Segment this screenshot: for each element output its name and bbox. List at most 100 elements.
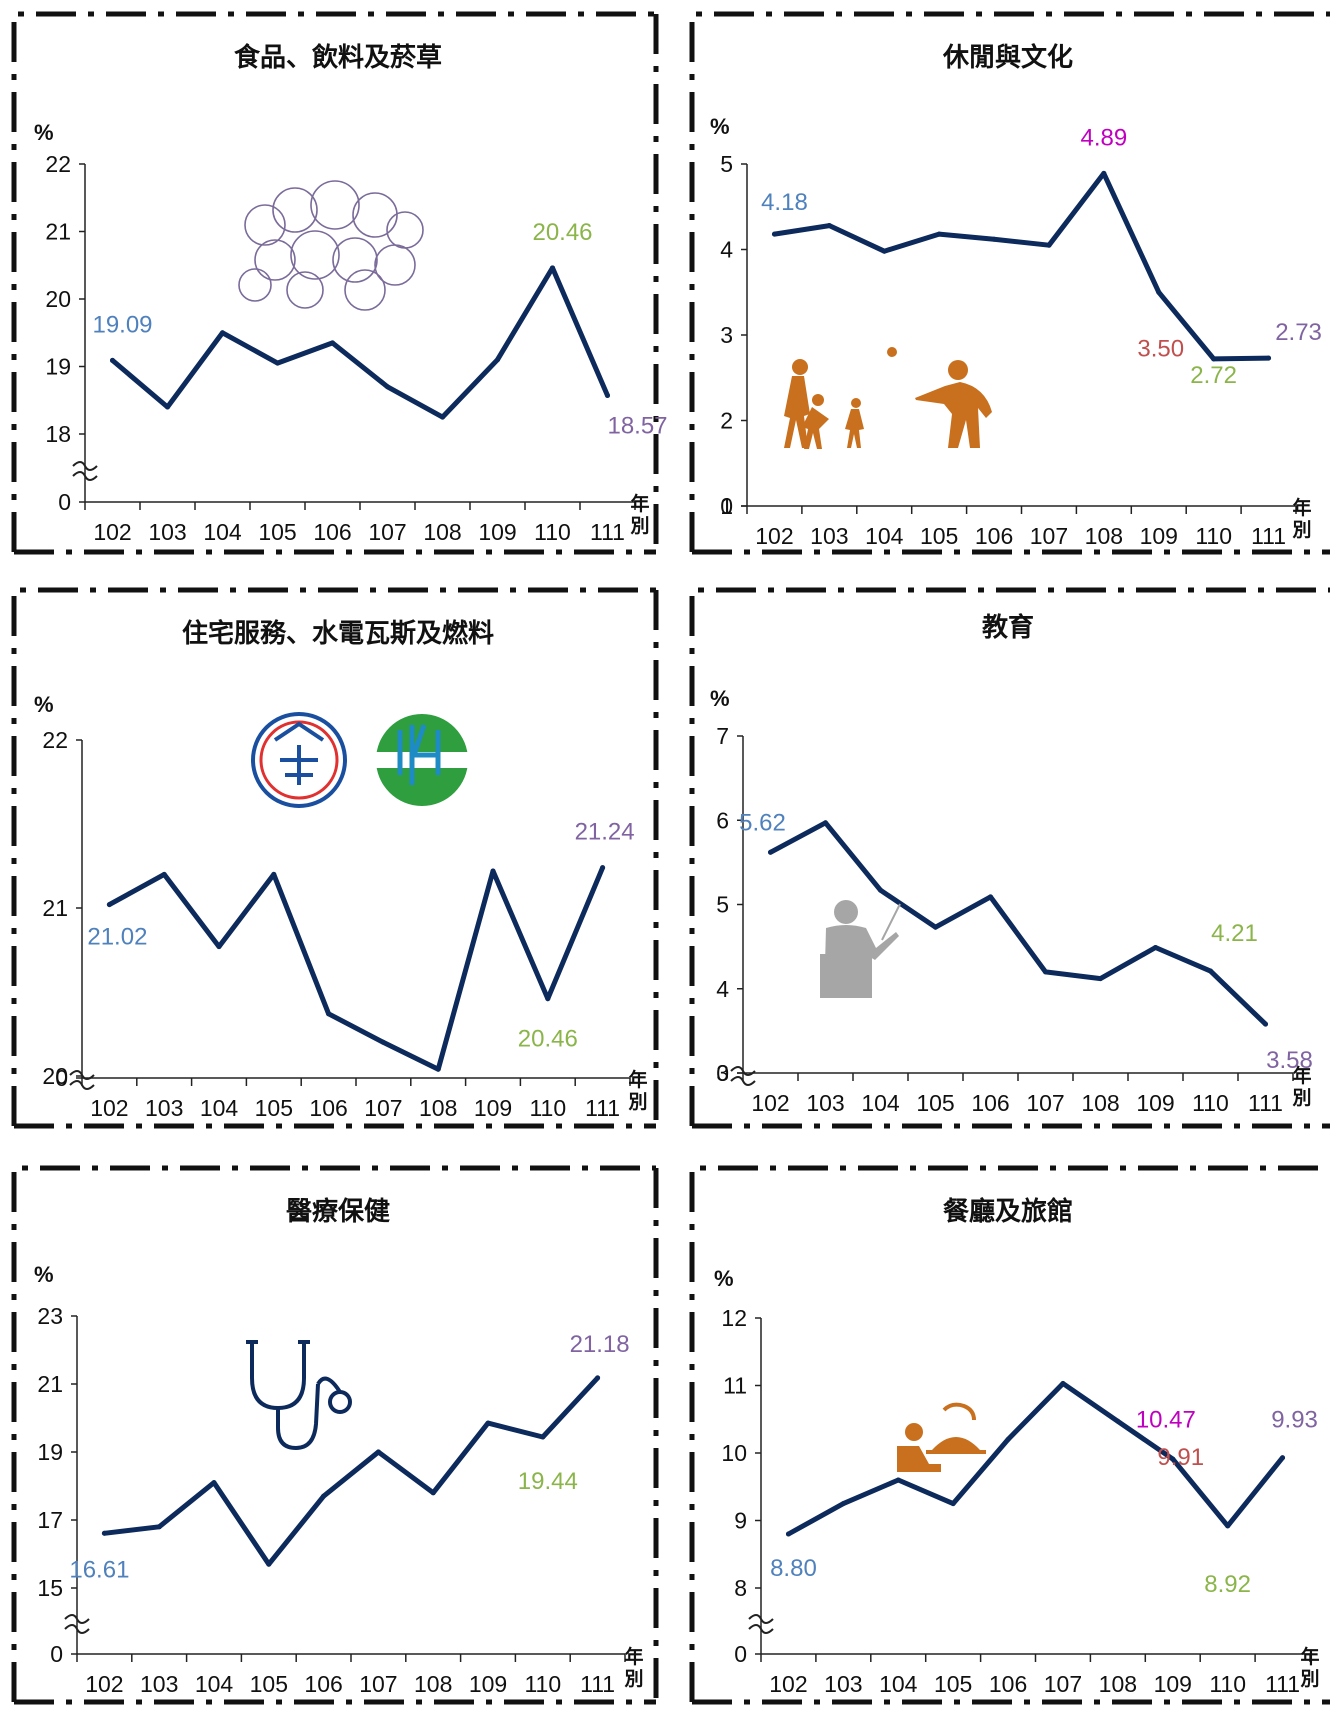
data-point <box>1005 1437 1011 1442</box>
data-point <box>435 1066 441 1072</box>
x-tick-label: 110 <box>529 1095 566 1121</box>
y-tick-label: 5 <box>720 151 733 177</box>
x-axis-label-line1: 年 <box>628 1068 647 1091</box>
x-tick-label: 109 <box>478 519 516 545</box>
data-point <box>216 944 222 950</box>
data-point <box>1115 1418 1121 1424</box>
chart-panel-6: 餐廳及旅館% 0 8 9 10 11 12 102 103 104 105 106 107 108 109 1… <box>689 1165 1330 1705</box>
data-point <box>826 223 832 229</box>
data-point <box>326 1011 332 1017</box>
chart-panel-1: 食品、飲料及菸草% 0 18 19 20 21 22 102 103 104 105 106 107 10… <box>11 11 668 555</box>
y-tick-label: 19 <box>45 354 71 380</box>
y-tick-label: 0 <box>720 493 733 519</box>
data-label: 2.73 <box>1275 319 1322 346</box>
x-tick-label: 102 <box>90 1095 128 1121</box>
x-tick-label: 111 <box>585 1095 620 1121</box>
x-tick-label: 102 <box>751 1090 789 1116</box>
data-point <box>933 924 938 930</box>
series-line <box>110 265 610 420</box>
x-tick-label: 105 <box>934 1671 972 1697</box>
x-tick-label: 106 <box>309 1095 347 1121</box>
data-label: 4.18 <box>761 189 808 216</box>
data-point <box>936 231 942 237</box>
data-point <box>485 1420 491 1426</box>
data-label: 21.24 <box>575 819 635 846</box>
panel-border <box>11 587 659 1126</box>
x-tick-label: 107 <box>368 519 406 545</box>
x-tick-label: 106 <box>971 1090 1009 1116</box>
data-label: 9.91 <box>1157 1444 1204 1471</box>
data-label: 10.47 <box>1136 1406 1196 1433</box>
series-line <box>768 820 1268 1027</box>
y-tick-label: 21 <box>45 219 71 245</box>
x-tick-label: 106 <box>304 1671 342 1697</box>
data-point <box>545 996 551 1002</box>
x-axis-label-line2: 別 <box>1300 1668 1319 1690</box>
chart-panel-3: 住宅服務、水電瓦斯及燃料% 020 21 22 102 103 104 105 106 107 10… <box>11 587 659 1129</box>
x-axis-label-line1: 年 <box>1292 1064 1311 1087</box>
panel-border <box>689 587 1330 1126</box>
data-point <box>768 849 773 855</box>
data-point <box>1280 1455 1286 1461</box>
data-point <box>1046 242 1052 248</box>
data-point <box>1211 356 1217 362</box>
chart-panel-4: 教育% 03 4 5 6 7 102 103 104 105 106 107 108 109 110 111 年… <box>689 587 1330 1129</box>
data-point <box>771 231 777 237</box>
data-point <box>785 1531 791 1537</box>
x-axis-label-line1: 年 <box>624 1645 643 1668</box>
food-icon <box>238 180 424 311</box>
x-tick-label: 108 <box>423 519 461 545</box>
chart-panel-2: 休閒與文化% 01 2 3 4 5 102 103 104 105 106 107 108 109 110 1… <box>689 11 1330 555</box>
data-label: 16.61 <box>69 1556 129 1583</box>
chart-title: 食品、飲料及菸草 <box>234 42 442 73</box>
y-tick-label: 4 <box>716 976 729 1002</box>
y-tick-label: 8 <box>734 1575 747 1601</box>
x-tick-label: 103 <box>810 523 848 549</box>
data-point <box>950 1501 956 1507</box>
data-point <box>165 404 170 410</box>
data-point <box>1153 944 1158 950</box>
data-label: 2.72 <box>1190 362 1237 389</box>
x-tick-label: 107 <box>1026 1090 1064 1116</box>
chart-title: 教育 <box>982 612 1034 643</box>
x-axis-label-line1: 年 <box>630 492 649 515</box>
y-tick-label: 20 <box>45 286 71 312</box>
family-playing-icon <box>784 347 992 449</box>
x-tick-label: 111 <box>590 519 625 545</box>
chart-title: 休閒與文化 <box>942 42 1073 73</box>
y-tick-label: 9 <box>734 1508 747 1534</box>
x-tick-label: 108 <box>1085 523 1123 549</box>
x-tick-label: 108 <box>1081 1090 1119 1116</box>
x-axis-label-line1: 年 <box>1292 496 1311 519</box>
x-tick-label: 103 <box>824 1671 862 1697</box>
data-point <box>211 1480 217 1486</box>
data-point <box>430 1490 436 1496</box>
teacher-icon <box>820 900 901 998</box>
x-axis-label-line2: 別 <box>630 515 649 537</box>
data-point <box>988 894 993 900</box>
data-point <box>605 393 610 399</box>
x-tick-label: 105 <box>250 1671 288 1697</box>
x-tick-label: 111 <box>1248 1090 1283 1116</box>
y-tick-label: 0 <box>55 1065 68 1091</box>
x-axis-label-line2: 別 <box>624 1668 643 1690</box>
data-label: 21.18 <box>570 1331 630 1358</box>
data-point <box>1098 976 1103 982</box>
data-point <box>895 1477 901 1483</box>
data-label: 9.93 <box>1271 1407 1318 1434</box>
y-tick-label: 5 <box>716 892 729 918</box>
x-tick-label: 102 <box>755 523 793 549</box>
axis-break-mark <box>748 1614 774 1634</box>
x-axis-label-line1: 年 <box>1300 1645 1319 1668</box>
data-label: 21.02 <box>87 924 147 951</box>
x-tick-label: 103 <box>140 1671 178 1697</box>
data-label: 20.46 <box>532 219 592 246</box>
data-point <box>550 265 555 271</box>
y-tick-label: 3 <box>716 1060 729 1086</box>
data-point <box>991 236 997 242</box>
x-tick-label: 105 <box>920 523 958 549</box>
x-tick-label: 103 <box>806 1090 844 1116</box>
data-point <box>321 1493 327 1499</box>
y-tick-label: 23 <box>37 1303 63 1329</box>
x-axis-label-line2: 別 <box>628 1091 647 1113</box>
